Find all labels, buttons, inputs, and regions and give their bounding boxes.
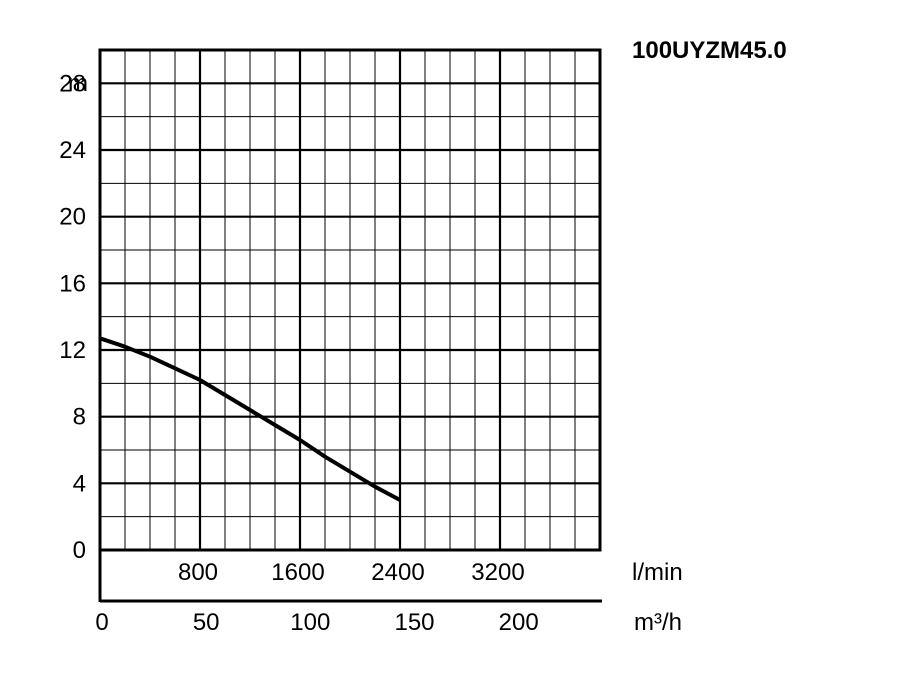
- y-tick-label: 4: [73, 470, 86, 497]
- grid-minor: [100, 50, 600, 550]
- x-top-tick-label: 1600: [271, 559, 324, 586]
- x-bottom-tick-label: 50: [193, 609, 220, 636]
- x-top-tick-label: 3200: [471, 559, 524, 586]
- x-bottom-tick-label: 150: [394, 609, 434, 636]
- x-bottom-tick-label: 0: [95, 609, 108, 636]
- x-top-tick-labels: 800 1600 2400 3200: [178, 559, 525, 586]
- y-tick-label: 28: [59, 70, 86, 97]
- x-top-unit-label: l/min: [632, 559, 683, 586]
- y-tick-label: 0: [73, 537, 86, 564]
- chart-title: 100UYZM45.0: [632, 37, 787, 64]
- x-bottom-unit-label: m³/h: [634, 609, 682, 636]
- y-tick-label: 16: [59, 270, 86, 297]
- y-tick-label: 24: [59, 137, 86, 164]
- y-tick-labels: 0 4 8 12 16 20 24 28: [59, 70, 86, 564]
- y-tick-label: 8: [73, 404, 86, 431]
- plot-frame: [98, 48, 602, 552]
- y-tick-label: 12: [59, 337, 86, 364]
- performance-curve: [99, 336, 401, 502]
- grid-major: [100, 50, 600, 550]
- y-unit-label: m: [68, 70, 88, 97]
- x-top-tick-label: 2400: [371, 559, 424, 586]
- x-bottom-tick-label: 100: [290, 609, 330, 636]
- curve-layer: [99, 336, 401, 502]
- x-bottom-tick-label: 200: [499, 609, 539, 636]
- y-tick-label: 20: [59, 204, 86, 231]
- x-bottom-axis: 0 50 100 150 200: [95, 550, 602, 636]
- x-top-tick-label: 800: [178, 559, 218, 586]
